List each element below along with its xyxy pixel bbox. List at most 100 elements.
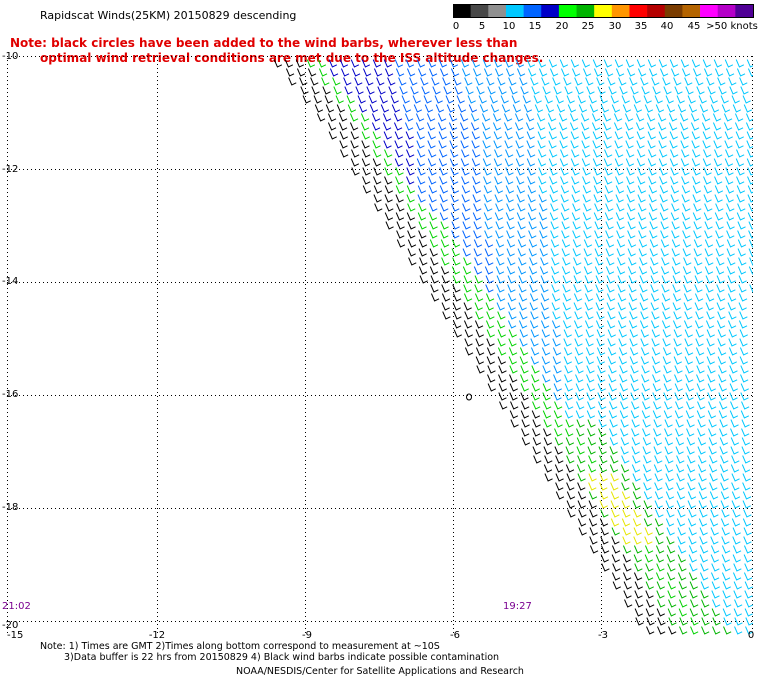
wind-barb — [598, 428, 607, 437]
wind-barb — [719, 446, 728, 455]
wind-barb — [745, 626, 753, 635]
wind-barb — [654, 473, 663, 482]
wind-barb — [508, 356, 517, 365]
wind-barb — [746, 131, 753, 140]
wind-barb — [665, 95, 674, 104]
wind-barb — [725, 212, 735, 221]
wind-barb — [688, 545, 698, 554]
wind-barb — [607, 338, 616, 347]
wind-barb — [387, 77, 396, 86]
wind-barb — [515, 140, 524, 149]
wind-barb — [723, 113, 733, 122]
wind-barb — [548, 59, 558, 68]
wind-barb — [674, 365, 683, 374]
wind-barb — [531, 410, 541, 419]
wind-barb — [604, 176, 613, 185]
wind-barb — [716, 275, 725, 284]
wind-barb — [519, 356, 528, 365]
wind-barb — [362, 176, 371, 185]
wind-barb — [666, 104, 676, 113]
contamination-note: Note: black circles have been added to t… — [10, 36, 543, 66]
wind-barb — [541, 347, 551, 356]
wind-barb — [650, 302, 659, 311]
wind-barb — [544, 473, 553, 482]
wind-barb — [534, 104, 544, 113]
wind-barb — [711, 590, 720, 599]
wind-barb — [518, 284, 527, 293]
wind-barb — [625, 59, 635, 68]
wind-barb — [495, 221, 504, 230]
wind-barb — [506, 239, 516, 248]
wind-barb — [547, 122, 557, 131]
wind-barb — [373, 185, 383, 194]
wind-barb — [677, 545, 687, 554]
wind-barb — [350, 131, 359, 140]
wind-barb — [692, 176, 701, 185]
wind-barb — [540, 293, 550, 302]
wind-barb — [728, 77, 737, 86]
wind-barb — [593, 149, 602, 158]
wind-barb — [551, 284, 560, 293]
wind-barb — [717, 338, 726, 347]
wind-barb — [653, 419, 662, 428]
wind-barb — [652, 383, 661, 392]
wind-barb — [571, 149, 580, 158]
wind-barb — [641, 374, 650, 383]
wind-barb — [604, 68, 614, 77]
wind-barb — [461, 68, 471, 77]
wind-barb — [464, 338, 473, 347]
wind-barb — [698, 482, 707, 491]
wind-barb — [453, 329, 462, 338]
wind-barb — [552, 329, 561, 338]
wind-barb — [542, 410, 552, 419]
wind-barb — [656, 608, 665, 617]
wind-barb — [499, 401, 508, 410]
wind-barb — [706, 329, 715, 338]
wind-barb — [747, 185, 753, 194]
wind-barb — [296, 68, 306, 77]
wind-barb — [611, 554, 620, 563]
wind-barb — [672, 284, 681, 293]
wind-barb — [483, 176, 492, 185]
wind-barb — [417, 68, 427, 77]
wind-barb — [631, 428, 640, 437]
wind-barb — [629, 356, 638, 365]
wind-barb — [555, 473, 564, 482]
colorbar-label: 25 — [581, 21, 595, 32]
wind-barb — [531, 365, 540, 374]
wind-barb — [630, 365, 639, 374]
wind-barb — [639, 302, 648, 311]
wind-barb — [743, 545, 753, 554]
wind-barb — [679, 626, 688, 635]
wind-barb — [656, 590, 665, 599]
wind-barb — [395, 149, 404, 158]
wind-barb — [668, 599, 677, 608]
wind-barb — [610, 455, 619, 464]
wind-barb — [644, 104, 654, 113]
wind-barb — [428, 176, 437, 185]
wind-barb — [349, 113, 359, 122]
wind-barb — [483, 212, 493, 221]
wind-barb — [586, 86, 595, 95]
wind-barb — [475, 77, 484, 86]
wind-barb — [371, 122, 381, 131]
wind-barb — [560, 212, 570, 221]
wind-barb — [618, 77, 627, 86]
wind-barb — [626, 185, 636, 194]
wind-barb — [577, 95, 586, 104]
wind-barb — [669, 140, 678, 149]
wind-barb — [406, 176, 415, 185]
wind-barb — [632, 500, 641, 509]
wind-barb — [473, 203, 482, 212]
wind-barb — [674, 383, 683, 392]
wind-barb — [727, 302, 736, 311]
wind-barb — [537, 140, 546, 149]
wind-barb — [647, 140, 656, 149]
wind-barb — [664, 464, 674, 473]
wind-barb — [350, 140, 359, 149]
wind-barb — [438, 59, 448, 68]
wind-barb — [451, 203, 460, 212]
wind-barb — [728, 329, 737, 338]
wind-barb — [406, 68, 416, 77]
wind-barb — [559, 131, 568, 140]
